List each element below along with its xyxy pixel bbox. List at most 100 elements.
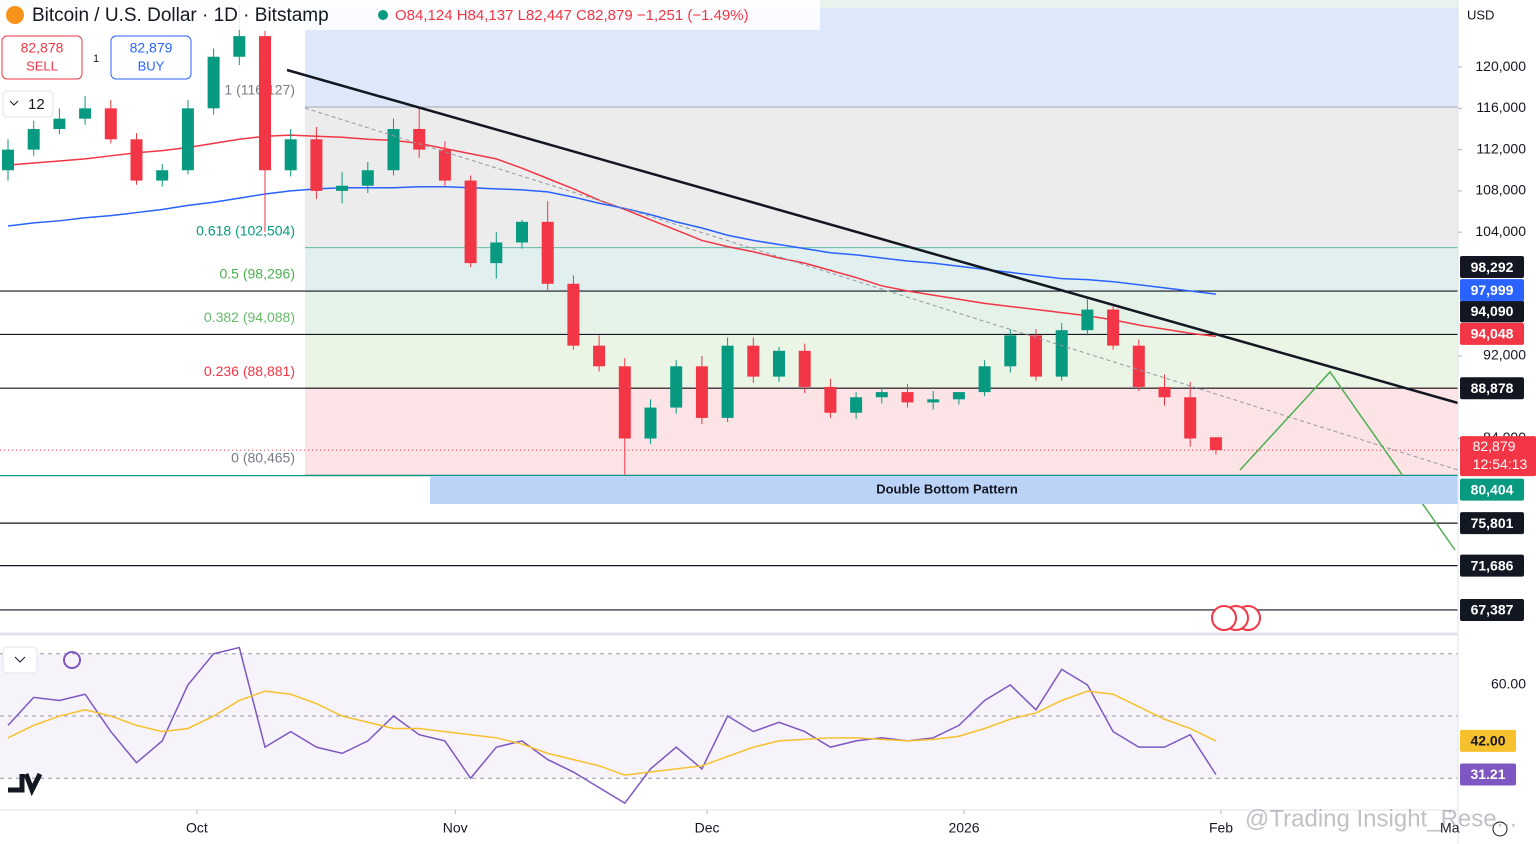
rsi-line bbox=[7, 690, 1217, 776]
candle-body bbox=[1209, 437, 1222, 451]
x-tick-label: Nov bbox=[443, 820, 468, 836]
fib-label: 0.5 (98,296) bbox=[220, 266, 296, 282]
header-bg bbox=[0, 0, 820, 30]
candle-body bbox=[516, 221, 528, 243]
fib-label: 0.618 (102,504) bbox=[196, 222, 295, 238]
candle-body bbox=[901, 392, 914, 403]
candle-body bbox=[1030, 335, 1042, 377]
y-tick-label: 112,000 bbox=[1476, 140, 1526, 156]
candle-body bbox=[336, 185, 349, 191]
price-badge-label: 98,292 bbox=[1471, 259, 1514, 275]
candle-body bbox=[567, 283, 580, 346]
candle-body bbox=[721, 345, 734, 418]
rsi-collapse[interactable] bbox=[2, 646, 38, 674]
candle-body bbox=[259, 36, 271, 171]
candle-body bbox=[233, 36, 246, 57]
rsi-icon bbox=[63, 651, 81, 669]
candle-body bbox=[618, 366, 631, 439]
fib-zone bbox=[305, 247, 1458, 292]
price-badge bbox=[1460, 554, 1524, 577]
fib-label: 0.236 (88,881) bbox=[204, 363, 295, 379]
candle-body bbox=[27, 128, 40, 150]
ma-badge-label: 94,048 bbox=[1471, 326, 1514, 342]
candle-body bbox=[644, 407, 657, 439]
event[interactable] bbox=[1211, 605, 1237, 631]
y-tick-label: 60.00 bbox=[1491, 676, 1526, 692]
price-badge-label: 94,090 bbox=[1471, 303, 1514, 319]
fib-label: 0.382 (94,088) bbox=[204, 309, 295, 325]
candle-body bbox=[130, 139, 143, 181]
candle-body bbox=[1158, 386, 1171, 398]
value-badge-label: 31.21 bbox=[1470, 766, 1505, 782]
tv-logo bbox=[8, 772, 43, 797]
y-tick-label: 92,000 bbox=[1483, 347, 1526, 363]
x-tick-label: Feb bbox=[1209, 820, 1233, 836]
candle-body bbox=[1081, 309, 1094, 331]
price-badge bbox=[1460, 512, 1524, 535]
fib-zone bbox=[305, 334, 1458, 389]
candle-body bbox=[156, 170, 169, 181]
value-badge-label: 42.00 bbox=[1470, 733, 1505, 749]
fib-label: 0 (80,465) bbox=[231, 450, 295, 466]
candle-body bbox=[438, 149, 451, 181]
sell-button[interactable] bbox=[1, 35, 83, 80]
candle-body bbox=[53, 118, 66, 129]
price-badge bbox=[1460, 300, 1524, 323]
candle-body bbox=[824, 386, 837, 413]
price-badge-label: 67,387 bbox=[1471, 602, 1514, 618]
candle-body bbox=[927, 399, 940, 403]
candle-body bbox=[541, 221, 554, 284]
candle-body bbox=[1107, 309, 1120, 346]
candle-body bbox=[104, 108, 117, 140]
collapse-button[interactable] bbox=[2, 90, 54, 118]
x-tick-label: Oct bbox=[186, 820, 208, 836]
x-tick-label: 2026 bbox=[948, 820, 979, 836]
x-tick-label: Dec bbox=[695, 820, 720, 836]
candle-body bbox=[593, 345, 606, 367]
buy-button[interactable] bbox=[110, 35, 192, 80]
candle-body bbox=[207, 56, 220, 109]
y-tick-label: 116,000 bbox=[1476, 99, 1526, 115]
symbol: Bitcoin / U.S. Dollar · 1D · Bitstamp bbox=[32, 5, 329, 26]
settings-icon[interactable] bbox=[1492, 821, 1508, 837]
candle-body bbox=[798, 350, 811, 387]
candle-body bbox=[413, 128, 426, 150]
candle-body bbox=[952, 392, 965, 400]
candle-body bbox=[1055, 330, 1068, 377]
y-tick-label: 108,000 bbox=[1475, 182, 1526, 198]
price-badge bbox=[1460, 478, 1524, 501]
fib-zone bbox=[305, 291, 1458, 335]
moving-average bbox=[7, 186, 1216, 295]
price-badge bbox=[1460, 377, 1524, 400]
candle-body bbox=[361, 170, 374, 186]
quantity: 1 bbox=[93, 53, 99, 65]
candle-body bbox=[875, 392, 888, 398]
ma-badge bbox=[1460, 322, 1524, 345]
price-axis bbox=[1458, 0, 1536, 844]
moving-average bbox=[7, 134, 1216, 338]
fib-zone bbox=[305, 107, 1458, 248]
buy-text: BUY bbox=[138, 58, 165, 73]
rsi-line bbox=[7, 646, 1217, 805]
pattern-box bbox=[430, 476, 1458, 504]
candle-body bbox=[2, 149, 14, 171]
value-badge bbox=[1460, 763, 1516, 786]
candle-body bbox=[747, 345, 760, 377]
y-tick-label: 120,000 bbox=[1475, 58, 1526, 74]
ma-badge-label: 97,999 bbox=[1471, 282, 1514, 298]
price-badge-label: 80,404 bbox=[1471, 481, 1514, 497]
price-badge-label: 71,686 bbox=[1471, 557, 1514, 573]
currency: USD bbox=[1467, 7, 1494, 22]
candle-body bbox=[695, 366, 708, 418]
candle-body bbox=[1184, 397, 1197, 439]
last-price-badge bbox=[1460, 436, 1536, 477]
last-price-label: 82,879 bbox=[1473, 438, 1516, 454]
candle-body bbox=[79, 108, 92, 119]
candle-body bbox=[670, 366, 683, 408]
candle-body bbox=[490, 242, 503, 264]
chevron bbox=[9, 100, 19, 106]
trendline bbox=[286, 68, 1459, 405]
candle-body bbox=[773, 350, 785, 377]
candle-body bbox=[387, 128, 400, 171]
